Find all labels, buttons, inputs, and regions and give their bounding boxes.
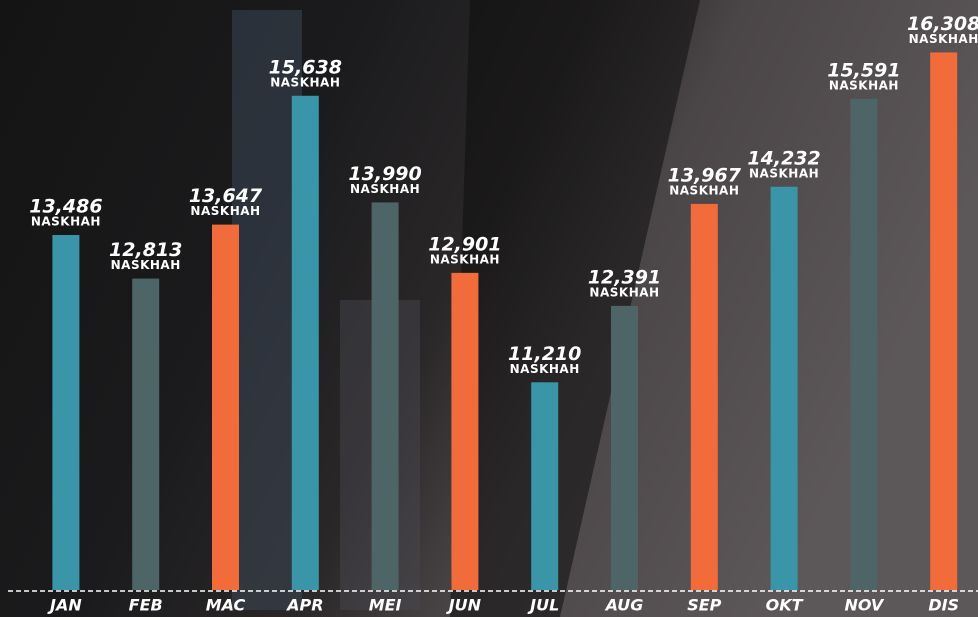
- x-tick-label: FEB: [129, 596, 163, 615]
- background-shadow: [450, 0, 700, 617]
- x-tick-label: AUG: [604, 596, 644, 615]
- x-tick-label: JUL: [527, 596, 559, 615]
- value-label: 15,638: [269, 56, 342, 78]
- value-label: 12,391: [588, 266, 661, 288]
- value-label: 16,308: [907, 13, 978, 35]
- x-tick-label: JUN: [446, 596, 482, 615]
- value-label: 15,591: [827, 59, 900, 81]
- unit-label: NASKHAH: [510, 362, 580, 376]
- value-label: 12,813: [109, 239, 182, 261]
- bar: [132, 278, 160, 590]
- x-tick-label: NOV: [844, 596, 884, 615]
- value-label: 14,232: [747, 147, 820, 169]
- bar: [451, 272, 479, 590]
- unit-label: NASKHAH: [749, 166, 819, 180]
- unit-label: NASKHAH: [31, 215, 101, 229]
- bar: [291, 95, 319, 590]
- bar: [52, 235, 80, 590]
- bar: [212, 224, 239, 590]
- x-tick-label: SEP: [687, 596, 721, 615]
- unit-label: NASKHAH: [669, 183, 739, 197]
- x-tick-label: MAC: [206, 596, 246, 615]
- value-label: 13,967: [668, 164, 742, 186]
- bar: [690, 203, 718, 590]
- unit-label: NASKHAH: [350, 182, 420, 196]
- value-label: 12,901: [428, 233, 501, 255]
- bar: [930, 52, 958, 591]
- unit-label: NASKHAH: [190, 204, 260, 218]
- bar: [371, 202, 399, 591]
- value-label: 13,990: [348, 163, 421, 185]
- unit-label: NASKHAH: [111, 258, 181, 272]
- x-tick-label: OKT: [766, 596, 804, 615]
- background-shelf: [232, 10, 302, 610]
- unit-label: NASKHAH: [270, 75, 340, 89]
- unit-label: NASKHAH: [589, 285, 659, 299]
- x-tick-label: APR: [285, 596, 323, 615]
- bar: [531, 382, 559, 590]
- x-tick-label: JAN: [47, 596, 82, 615]
- unit-label: NASKHAH: [909, 32, 978, 46]
- value-label: 13,486: [29, 196, 102, 218]
- unit-label: NASKHAH: [430, 252, 500, 266]
- bar: [770, 186, 798, 591]
- value-label: 13,647: [189, 185, 263, 207]
- x-tick-label: DIS: [928, 596, 959, 615]
- x-tick-label: MEI: [369, 596, 402, 615]
- bar: [611, 305, 638, 590]
- value-label: 11,210: [508, 343, 581, 365]
- unit-label: NASKHAH: [829, 78, 899, 92]
- bar: [850, 98, 878, 590]
